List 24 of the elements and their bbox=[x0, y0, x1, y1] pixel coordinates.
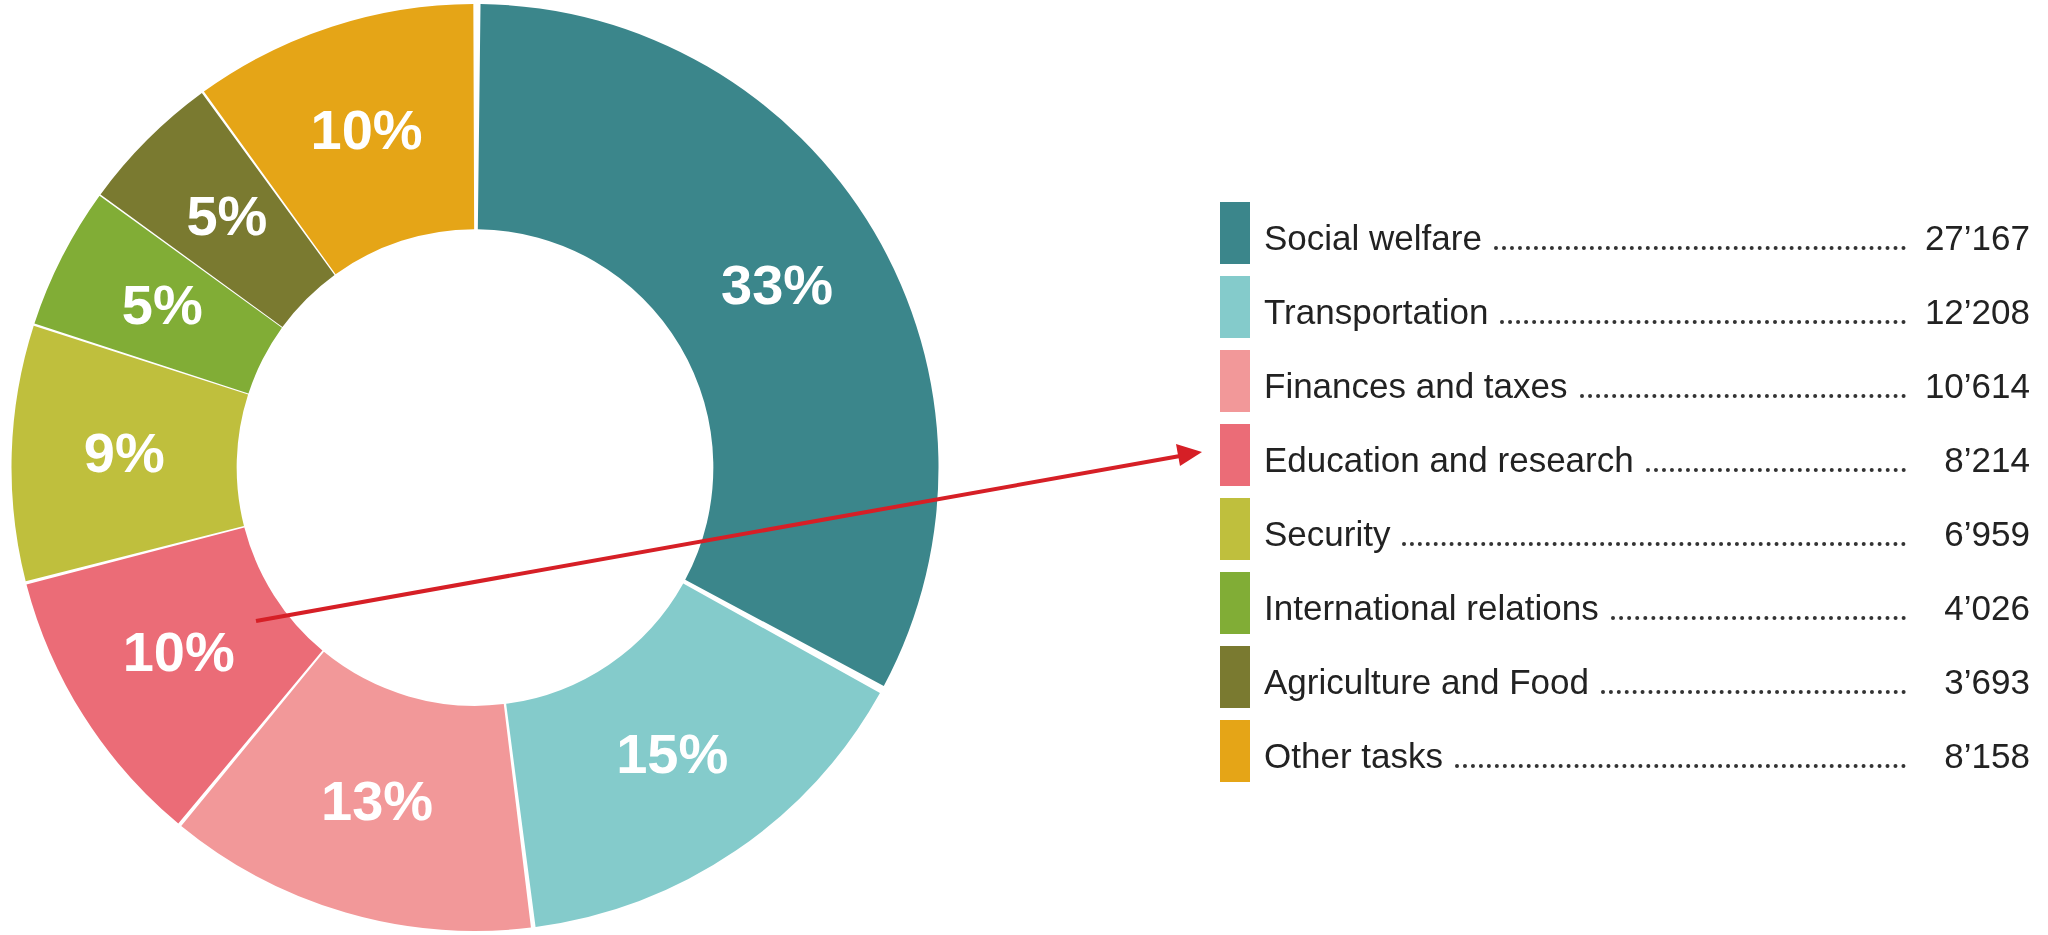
legend-label: Security bbox=[1264, 514, 1391, 555]
text: 27’167 bbox=[1923, 218, 2030, 259]
text: 10’614 bbox=[1923, 366, 2030, 407]
data-label: 13% bbox=[321, 768, 434, 832]
legend-label: International relations bbox=[1264, 588, 1599, 629]
text: 12’208 bbox=[1923, 292, 2030, 333]
text: 3’693 bbox=[1943, 662, 2030, 703]
legend-label: Other tasks bbox=[1264, 736, 1443, 777]
legend-label: Finances and taxes bbox=[1264, 366, 1568, 407]
data-label: 33% bbox=[721, 253, 834, 317]
legend-label: Agriculture and Food bbox=[1264, 662, 1589, 703]
data-label: 15% bbox=[616, 722, 729, 786]
legend-label: Social welfare bbox=[1264, 218, 1482, 259]
text: 6’959 bbox=[1943, 514, 2030, 555]
data-label: 5% bbox=[186, 183, 268, 247]
text: 8’214 bbox=[1943, 440, 2030, 481]
data-label: 5% bbox=[121, 272, 203, 336]
data-label: 10% bbox=[310, 98, 423, 162]
text: 8’158 bbox=[1943, 736, 2030, 777]
text: 4’026 bbox=[1943, 588, 2030, 629]
legend-label: Education and research bbox=[1264, 440, 1634, 481]
data-label: 10% bbox=[122, 619, 235, 683]
data-label: 9% bbox=[83, 420, 165, 484]
legend-label: Transportation bbox=[1264, 292, 1489, 333]
